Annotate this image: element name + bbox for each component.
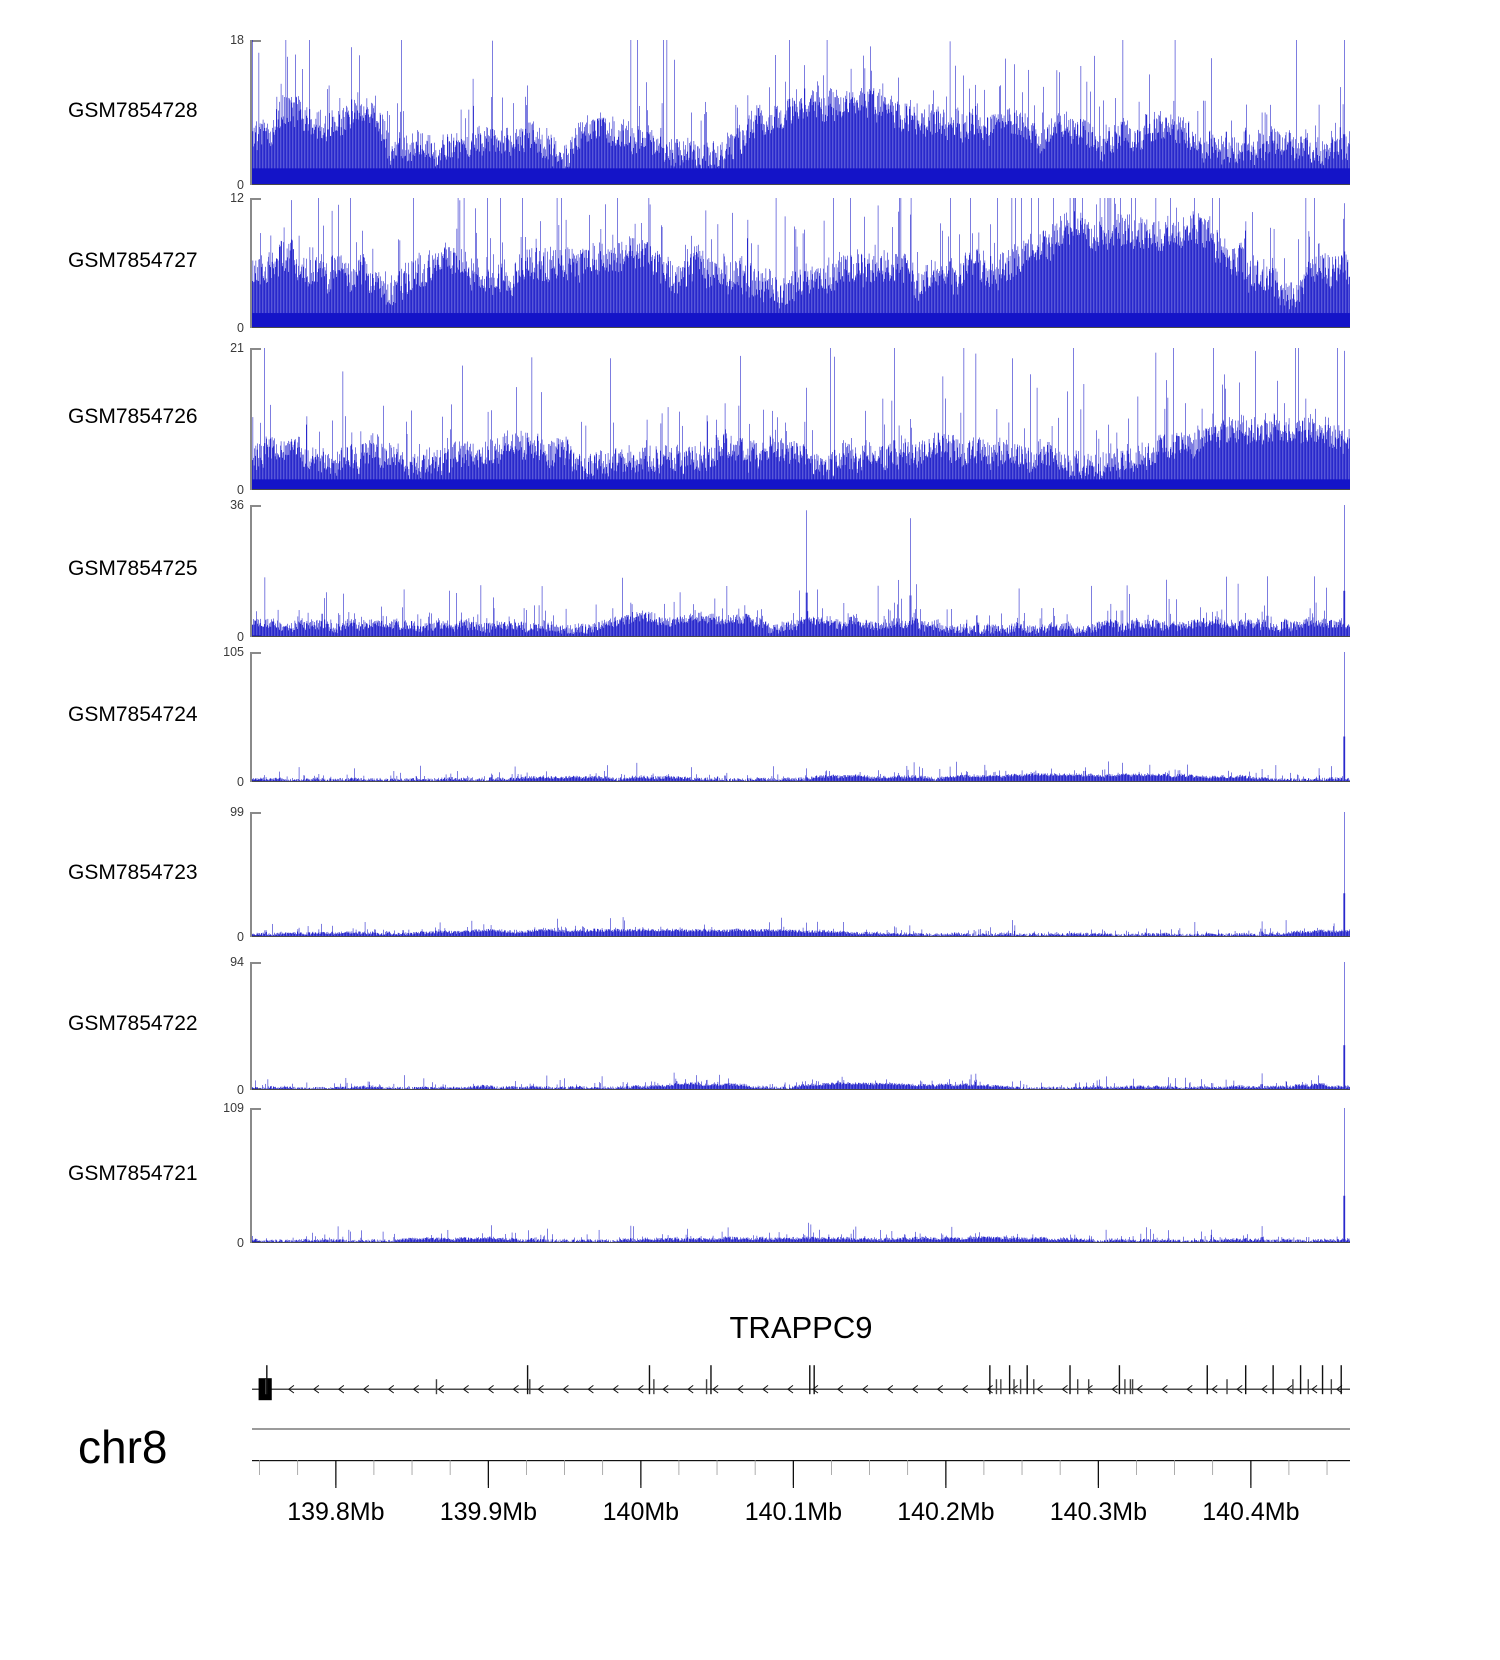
axis-max-value: 36	[230, 498, 244, 512]
signal-track: GSM7854721 109 0	[0, 1102, 1500, 1249]
track-label: GSM7854723	[68, 860, 198, 884]
axis-line	[250, 1108, 252, 1243]
axis-line	[250, 505, 252, 637]
signal-track: GSM7854726 21 0	[0, 342, 1500, 496]
ruler-tick-label: 140.1Mb	[744, 1498, 843, 1526]
signal-track: GSM7854723 99 0	[0, 806, 1500, 943]
axis-min-value: 0	[237, 177, 244, 192]
coordinate-ruler[interactable]	[252, 1460, 1350, 1494]
axis-min-value: 0	[237, 629, 244, 644]
gene-annotation-panel: TRAPPC9 chr8 139.8Mb 139.9Mb 140Mb 140.1Mb 1…	[0, 1310, 1500, 1526]
track-label: GSM7854722	[68, 1012, 198, 1035]
axis-min-value: 0	[237, 482, 244, 497]
ruler-tick-label: 139.9Mb	[439, 1498, 538, 1526]
track-label: GSM7854725	[68, 557, 198, 580]
axis-max-value: 99	[230, 805, 244, 819]
axis-max-value: 21	[230, 341, 244, 355]
axis-max-value: 94	[230, 955, 244, 969]
ruler-tick-label: 140.3Mb	[1049, 1498, 1148, 1526]
signal-track: GSM7854724 105 0	[0, 646, 1500, 788]
axis-min-value: 0	[237, 1235, 244, 1250]
ruler-tick-label: 139.8Mb	[287, 1498, 385, 1526]
axis-line	[250, 962, 252, 1090]
axis-line	[250, 198, 252, 328]
track-label: GSM7854727	[68, 249, 198, 272]
track-signal-plot[interactable]	[252, 348, 1350, 490]
axis-separator-line	[252, 1428, 1350, 1430]
track-signal-plot[interactable]	[252, 812, 1350, 937]
axis-max-value: 109	[223, 1101, 244, 1115]
axis-line	[250, 652, 252, 782]
track-signal-plot[interactable]	[252, 962, 1350, 1090]
track-label: GSM7854724	[68, 703, 198, 726]
ruler-tick-label: 140.4Mb	[1202, 1498, 1300, 1526]
track-label: GSM7854726	[68, 405, 198, 428]
track-signal-plot[interactable]	[252, 40, 1350, 185]
ruler-tick-labels: 139.8Mb 139.9Mb 140Mb 140.1Mb 140.2Mb 140.3Mb…	[252, 1498, 1350, 1538]
signal-track: GSM7854728 18 0	[0, 34, 1500, 191]
axis-max-value: 105	[223, 645, 244, 659]
axis-min-value: 0	[237, 320, 244, 335]
axis-min-value: 0	[237, 929, 244, 944]
axis-max-value: 18	[230, 33, 244, 47]
track-signal-plot[interactable]	[252, 505, 1350, 637]
axis-line	[250, 812, 252, 937]
track-signal-plot[interactable]	[252, 1108, 1350, 1243]
track-signal-plot[interactable]	[252, 652, 1350, 782]
axis-min-value: 0	[237, 1082, 244, 1097]
axis-min-value: 0	[237, 774, 244, 789]
axis-max-value: 12	[230, 191, 244, 205]
signal-track: GSM7854722 94 0	[0, 956, 1500, 1096]
signal-track: GSM7854727 12 0	[0, 192, 1500, 334]
gene-model-track[interactable]	[252, 1352, 1350, 1412]
gene-name-label: TRAPPC9	[729, 1310, 873, 1345]
chromosome-label: chr8	[78, 1421, 168, 1473]
axis-line	[250, 348, 252, 490]
axis-line	[250, 40, 252, 185]
ruler-tick-label: 140Mb	[602, 1498, 680, 1526]
track-label: GSM7854728	[68, 98, 198, 122]
track-label: GSM7854721	[68, 1161, 198, 1185]
ruler-tick-label: 140.2Mb	[897, 1498, 995, 1526]
signal-track: GSM7854725 36 0	[0, 499, 1500, 643]
track-signal-plot[interactable]	[252, 198, 1350, 328]
